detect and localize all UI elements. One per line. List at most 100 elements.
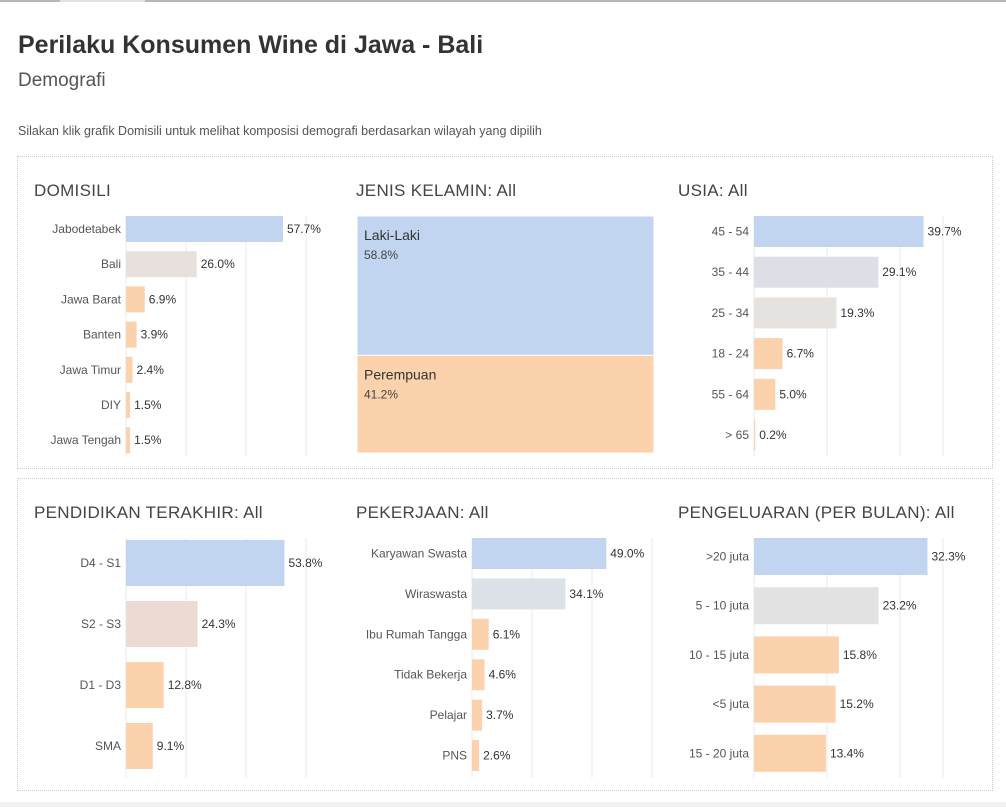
usia-value-label: 19.3% [840,306,874,320]
pekerjaan-value-label: 4.6% [489,668,517,682]
pengeluaran-value-label: 15.2% [840,697,874,711]
pengeluaran-category-label: <5 juta [713,697,750,711]
domisili-bar-diy[interactable] [126,392,131,418]
pengeluaran-bar-10-15-juta[interactable] [754,636,839,674]
pekerjaan-bar-karyawan-swasta[interactable] [472,538,607,569]
pendidikan-value-label: 9.1% [157,739,185,753]
usia-category-label: 18 - 24 [712,347,750,361]
pekerjaan-category-label: Tidak Bekerja [394,668,467,682]
pengeluaran-chart-title: PENGELUARAN (PER BULAN): All [678,503,955,522]
pengeluaran-value-label: 15.8% [843,648,877,662]
top-panel [17,156,993,469]
pekerjaan-bar-tidak-bekerja[interactable] [472,659,485,691]
pengeluaran-value-label: 23.2% [883,599,917,613]
usia-value-label: 6.7% [787,347,815,361]
usia-value-label: 0.2% [759,428,787,442]
usia-category-label: 35 - 44 [712,265,750,279]
domisili-category-label: Jawa Barat [61,292,122,306]
domisili-chart-title: DOMISILI [34,181,112,200]
pekerjaan-category-label: Ibu Rumah Tangga [366,627,468,641]
jenis-kelamin-chart-title: JENIS KELAMIN: All [356,181,517,200]
pekerjaan-value-label: 49.0% [610,547,644,561]
domisili-bar-jawa-tengah[interactable] [126,427,131,454]
pendidikan-category-label: SMA [95,739,121,753]
pendidikan-value-label: 12.8% [168,678,202,692]
bottom-border [0,802,1006,807]
jenis-kelamin-category-label: Perempuan [364,366,436,382]
pengeluaran-bar-20-juta[interactable] [754,538,928,575]
pekerjaan-category-label: Karyawan Swasta [371,547,467,561]
domisili-value-label: 1.5% [134,398,162,412]
pengeluaran-value-label: 32.3% [931,550,965,564]
domisili-bar-banten[interactable] [126,321,137,348]
domisili-value-label: 26.0% [201,257,235,271]
usia-bar-45-54[interactable] [754,216,924,247]
pengeluaran-category-label: 5 - 10 juta [696,599,750,613]
pekerjaan-category-label: PNS [442,749,467,763]
domisili-value-label: 3.9% [141,328,169,342]
jenis-kelamin-category-label: Laki-Laki [364,227,420,243]
domisili-bar-jawa-barat[interactable] [126,286,145,313]
usia-bar-35-44[interactable] [754,256,879,288]
pekerjaan-chart-title: PEKERJAAN: All [356,503,489,522]
dashboard-subtitle: Demografi [18,70,106,91]
jenis-kelamin-value-label: 41.2% [364,387,398,401]
usia-chart-title: USIA: All [678,181,748,200]
pendidikan-bar-s2-s3[interactable] [126,601,198,647]
pekerjaan-bar-ibu-rumah-tangga[interactable] [472,618,489,650]
domisili-value-label: 1.5% [134,433,162,447]
usia-category-label: 55 - 64 [712,387,750,401]
pekerjaan-value-label: 6.1% [493,627,521,641]
usia-value-label: 29.1% [882,265,916,279]
domisili-bar-jawa-timur[interactable] [126,356,133,383]
domisili-bar-bali[interactable] [126,251,197,278]
pendidikan-bar-d1-d3[interactable] [126,662,164,708]
pengeluaran-category-label: >20 juta [706,550,749,564]
bottom-panel [17,478,993,791]
usia-bar-25-34[interactable] [754,297,837,329]
domisili-value-label: 57.7% [287,222,321,236]
pendidikan-category-label: D4 - S1 [80,556,121,570]
pengeluaran-value-label: 13.4% [830,746,864,760]
usia-category-label: 45 - 54 [712,225,750,239]
pendidikan-chart-title: PENDIDIKAN TERAKHIR: All [34,503,263,522]
jenis-kelamin-tile-perempuan[interactable] [356,354,655,454]
jenis-kelamin-tile-laki-laki[interactable] [356,215,655,356]
pekerjaan-value-label: 34.1% [569,587,603,601]
domisili-value-label: 2.4% [137,363,165,377]
pekerjaan-category-label: Wiraswasta [405,587,467,601]
instruction-text: Silakan klik grafik Domisili untuk melih… [18,124,542,138]
pekerjaan-bar-wiraswasta[interactable] [472,578,566,610]
usia-category-label: > 65 [725,428,749,442]
pendidikan-value-label: 53.8% [288,556,322,570]
domisili-bar-jabodetabek[interactable] [126,216,283,242]
usia-bar-18-24[interactable] [754,338,783,370]
pengeluaran-bar-5-10-juta[interactable] [754,587,879,625]
domisili-category-label: Banten [83,328,121,342]
usia-bar-65[interactable] [754,419,756,451]
tab-indicator-left [0,0,60,2]
usia-bar-55-64[interactable] [754,378,776,410]
domisili-category-label: Jawa Tengah [51,433,122,447]
domisili-value-label: 6.9% [149,292,177,306]
usia-category-label: 25 - 34 [712,306,750,320]
tab-indicator-right [145,0,1006,2]
pekerjaan-bar-pelajar[interactable] [472,699,483,731]
pengeluaran-bar-15-20-juta[interactable] [754,734,826,772]
pendidikan-bar-d4-s1[interactable] [126,540,285,586]
pengeluaran-bar-5-juta[interactable] [754,685,836,723]
pekerjaan-value-label: 2.6% [483,749,511,763]
pengeluaran-category-label: 15 - 20 juta [689,746,749,760]
pendidikan-category-label: D1 - D3 [80,678,122,692]
pekerjaan-category-label: Pelajar [430,708,467,722]
pendidikan-category-label: S2 - S3 [81,617,121,631]
dashboard-title: Perilaku Konsumen Wine di Jawa - Bali [18,31,484,59]
jenis-kelamin-value-label: 58.8% [364,248,398,262]
domisili-category-label: DIY [101,398,121,412]
pekerjaan-value-label: 3.7% [486,708,514,722]
pengeluaran-category-label: 10 - 15 juta [689,648,749,662]
pekerjaan-bar-pns[interactable] [472,740,480,771]
domisili-category-label: Jabodetabek [52,222,122,236]
pendidikan-bar-sma[interactable] [126,723,153,769]
pendidikan-value-label: 24.3% [202,617,236,631]
